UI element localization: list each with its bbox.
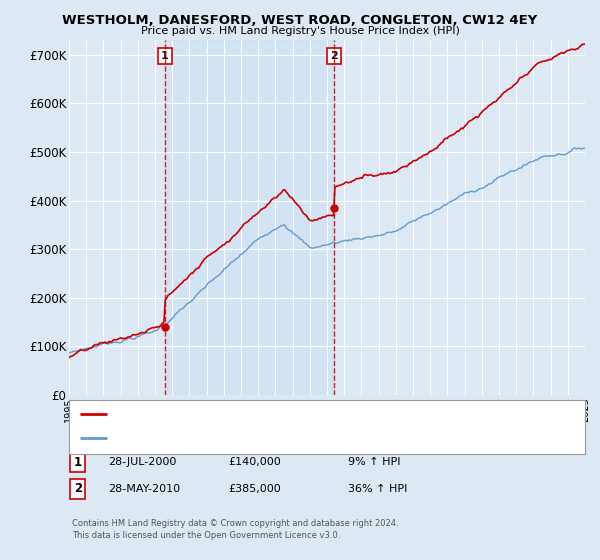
Text: 36% ↑ HPI: 36% ↑ HPI (348, 484, 407, 494)
Text: 9% ↑ HPI: 9% ↑ HPI (348, 457, 401, 467)
Bar (165, 40, 334, 395)
Text: This data is licensed under the Open Government Licence v3.0.: This data is licensed under the Open Gov… (72, 531, 340, 540)
Text: £385,000: £385,000 (228, 484, 281, 494)
Text: WESTHOLM, DANESFORD, WEST ROAD, CONGLETON, CW12 4EY: WESTHOLM, DANESFORD, WEST ROAD, CONGLETO… (62, 14, 538, 27)
Text: 28-MAY-2010: 28-MAY-2010 (108, 484, 180, 494)
Text: WESTHOLM, DANESFORD, WEST ROAD, CONGLETON, CW12 4EY (detached house): WESTHOLM, DANESFORD, WEST ROAD, CONGLETO… (111, 409, 522, 419)
Text: 1: 1 (74, 455, 82, 469)
Text: £140,000: £140,000 (228, 457, 281, 467)
Text: Contains HM Land Registry data © Crown copyright and database right 2024.: Contains HM Land Registry data © Crown c… (72, 519, 398, 528)
Text: 2: 2 (74, 482, 82, 496)
Text: 28-JUL-2000: 28-JUL-2000 (108, 457, 176, 467)
Text: Price paid vs. HM Land Registry's House Price Index (HPI): Price paid vs. HM Land Registry's House … (140, 26, 460, 36)
Text: HPI: Average price, detached house, Cheshire East: HPI: Average price, detached house, Ches… (111, 433, 364, 444)
Text: 2: 2 (330, 51, 338, 61)
Text: 1: 1 (161, 51, 169, 61)
